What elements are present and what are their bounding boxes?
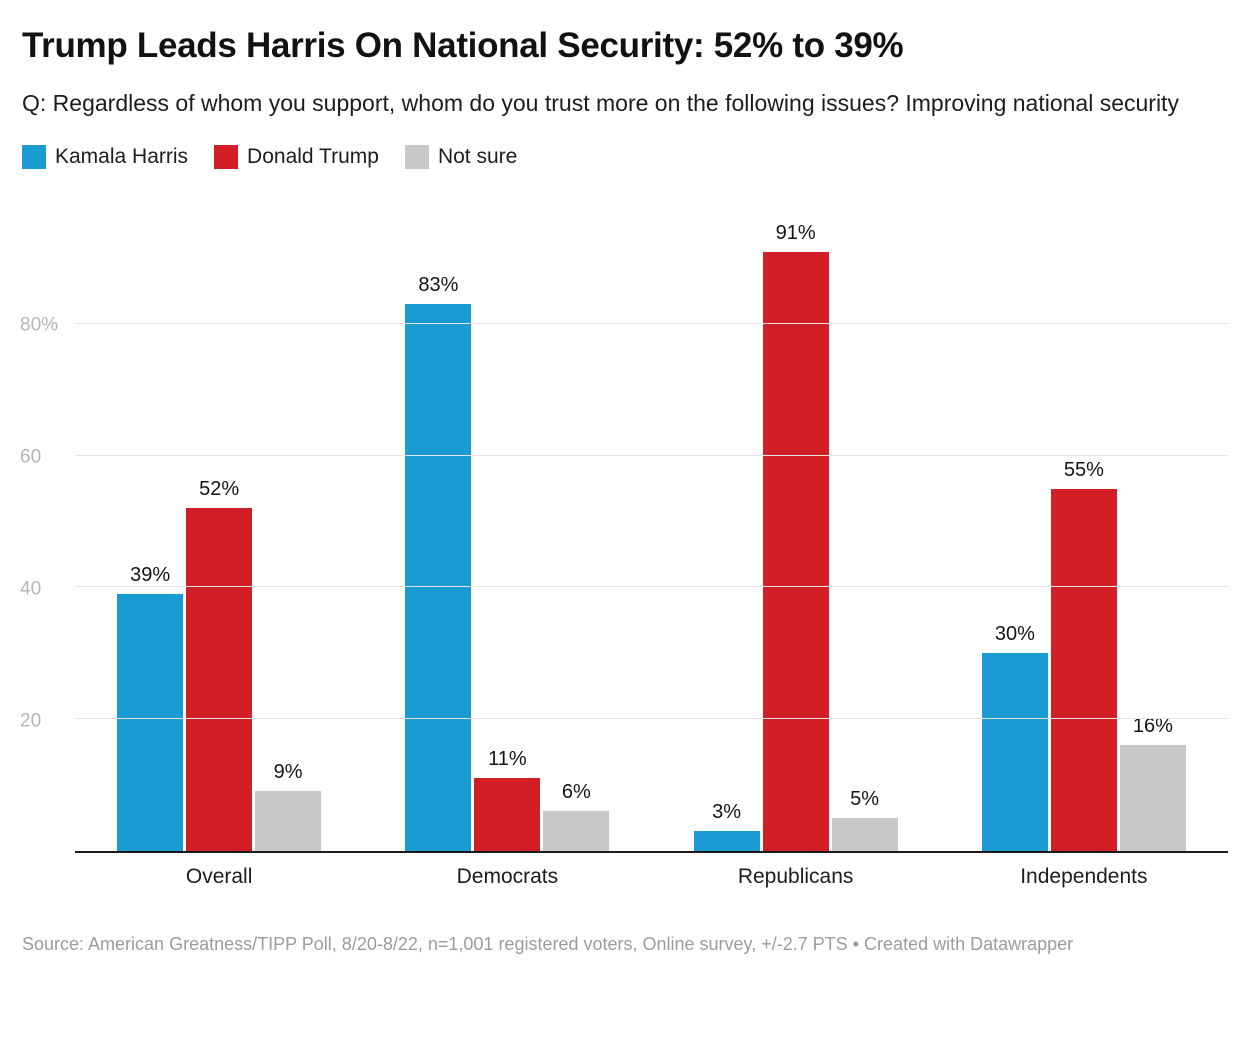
- bar-column-overall-donald-trump: 52%: [186, 193, 253, 851]
- plot-area: 39% 52% 9% 83% 11% 6% 3% 91% 5% 30% 55% 16%: [75, 193, 1228, 853]
- value-label-democrats-donald-trump: 11%: [488, 748, 527, 771]
- gridline-20: [75, 717, 1228, 719]
- value-label-democrats-not-sure: 6%: [561, 781, 591, 804]
- bar-group-republicans: 3% 91% 5%: [652, 193, 940, 851]
- value-label-democrats-kamala-harris: 83%: [418, 274, 459, 297]
- x-axis-labels: Overall Democrats Republicans Independents: [75, 865, 1228, 889]
- value-label-independents-kamala-harris: 30%: [994, 623, 1035, 646]
- y-axis-tick-label-80: 80%: [20, 314, 59, 335]
- bar-column-republicans-donald-trump: 91%: [762, 193, 829, 851]
- x-axis-label-democrats: Democrats: [456, 864, 559, 888]
- y-axis-tick-label-20: 20: [20, 710, 42, 731]
- gridline-60: [75, 454, 1228, 456]
- bar-overall-kamala-harris: [117, 593, 184, 851]
- value-label-independents-donald-trump: 55%: [1063, 458, 1104, 481]
- chart-subtitle: Q: Regardless of whom you support, whom …: [22, 90, 1179, 116]
- legend-label-not-sure: Not sure: [437, 144, 518, 168]
- value-label-independents-not-sure: 16%: [1132, 715, 1173, 738]
- legend-swatch-kamala-harris: [22, 144, 46, 169]
- legend-item-donald-trump: Donald Trump: [214, 144, 379, 169]
- bar-column-overall-not-sure: 9%: [255, 193, 322, 851]
- bar-column-democrats-donald-trump: 11%: [474, 193, 541, 851]
- bar-republicans-donald-trump: [762, 251, 829, 851]
- value-label-overall-donald-trump: 52%: [199, 478, 240, 501]
- bar-independents-donald-trump: [1050, 488, 1117, 851]
- x-axis-label-independents: Independents: [1020, 864, 1148, 888]
- chart-title: Trump Leads Harris On National Security:…: [22, 26, 904, 65]
- gridline-80: [75, 323, 1228, 325]
- legend-item-not-sure: Not sure: [404, 144, 518, 169]
- legend-label-donald-trump: Donald Trump: [247, 144, 379, 168]
- legend: Kamala Harris Donald Trump Not sure: [22, 144, 1218, 169]
- legend-label-kamala-harris: Kamala Harris: [55, 144, 189, 168]
- bar-group-democrats: 83% 11% 6%: [363, 193, 651, 851]
- x-axis-label-republicans: Republicans: [737, 864, 854, 888]
- bar-democrats-donald-trump: [474, 778, 541, 851]
- bar-column-independents-not-sure: 16%: [1119, 193, 1186, 851]
- bar-column-democrats-kamala-harris: 83%: [405, 193, 472, 851]
- y-axis-tick-label-60: 60: [20, 446, 42, 467]
- bar-overall-not-sure: [255, 791, 322, 851]
- bar-republicans-not-sure: [831, 817, 898, 851]
- chart-header: Trump Leads Harris On National Security:…: [0, 0, 1240, 169]
- x-axis-label-overall: Overall: [185, 864, 253, 888]
- legend-swatch-not-sure: [404, 144, 429, 169]
- bar-democrats-not-sure: [543, 811, 610, 851]
- bar-group-overall: 39% 52% 9%: [75, 193, 363, 851]
- bar-groups: 39% 52% 9% 83% 11% 6% 3% 91% 5% 30% 55% 16%: [75, 193, 1228, 851]
- bar-independents-not-sure: [1119, 745, 1186, 851]
- bar-column-republicans-not-sure: 5%: [831, 193, 898, 851]
- value-label-overall-not-sure: 9%: [273, 761, 303, 784]
- bar-chart: 39% 52% 9% 83% 11% 6% 3% 91% 5% 30% 55% 16% 20 40 60 8…: [0, 193, 1240, 853]
- legend-item-kamala-harris: Kamala Harris: [22, 144, 189, 169]
- source-note: Source: American Greatness/TIPP Poll, 8/…: [22, 933, 1074, 954]
- gridline-40: [75, 586, 1228, 588]
- bar-column-republicans-kamala-harris: 3%: [693, 193, 760, 851]
- bar-column-overall-kamala-harris: 39%: [117, 193, 184, 851]
- value-label-overall-kamala-harris: 39%: [130, 563, 171, 586]
- bar-overall-donald-trump: [186, 508, 253, 851]
- bar-column-independents-kamala-harris: 30%: [981, 193, 1048, 851]
- y-axis-tick-label-40: 40: [20, 578, 42, 599]
- bar-democrats-kamala-harris: [405, 304, 472, 851]
- legend-swatch-donald-trump: [214, 144, 239, 169]
- value-label-republicans-not-sure: 5%: [850, 787, 880, 810]
- value-label-republicans-donald-trump: 91%: [775, 221, 816, 244]
- bar-independents-kamala-harris: [981, 653, 1048, 851]
- bar-group-independents: 30% 55% 16%: [940, 193, 1228, 851]
- bar-column-democrats-not-sure: 6%: [543, 193, 610, 851]
- value-label-republicans-kamala-harris: 3%: [712, 800, 742, 823]
- bar-column-independents-donald-trump: 55%: [1050, 193, 1117, 851]
- bar-republicans-kamala-harris: [693, 830, 760, 851]
